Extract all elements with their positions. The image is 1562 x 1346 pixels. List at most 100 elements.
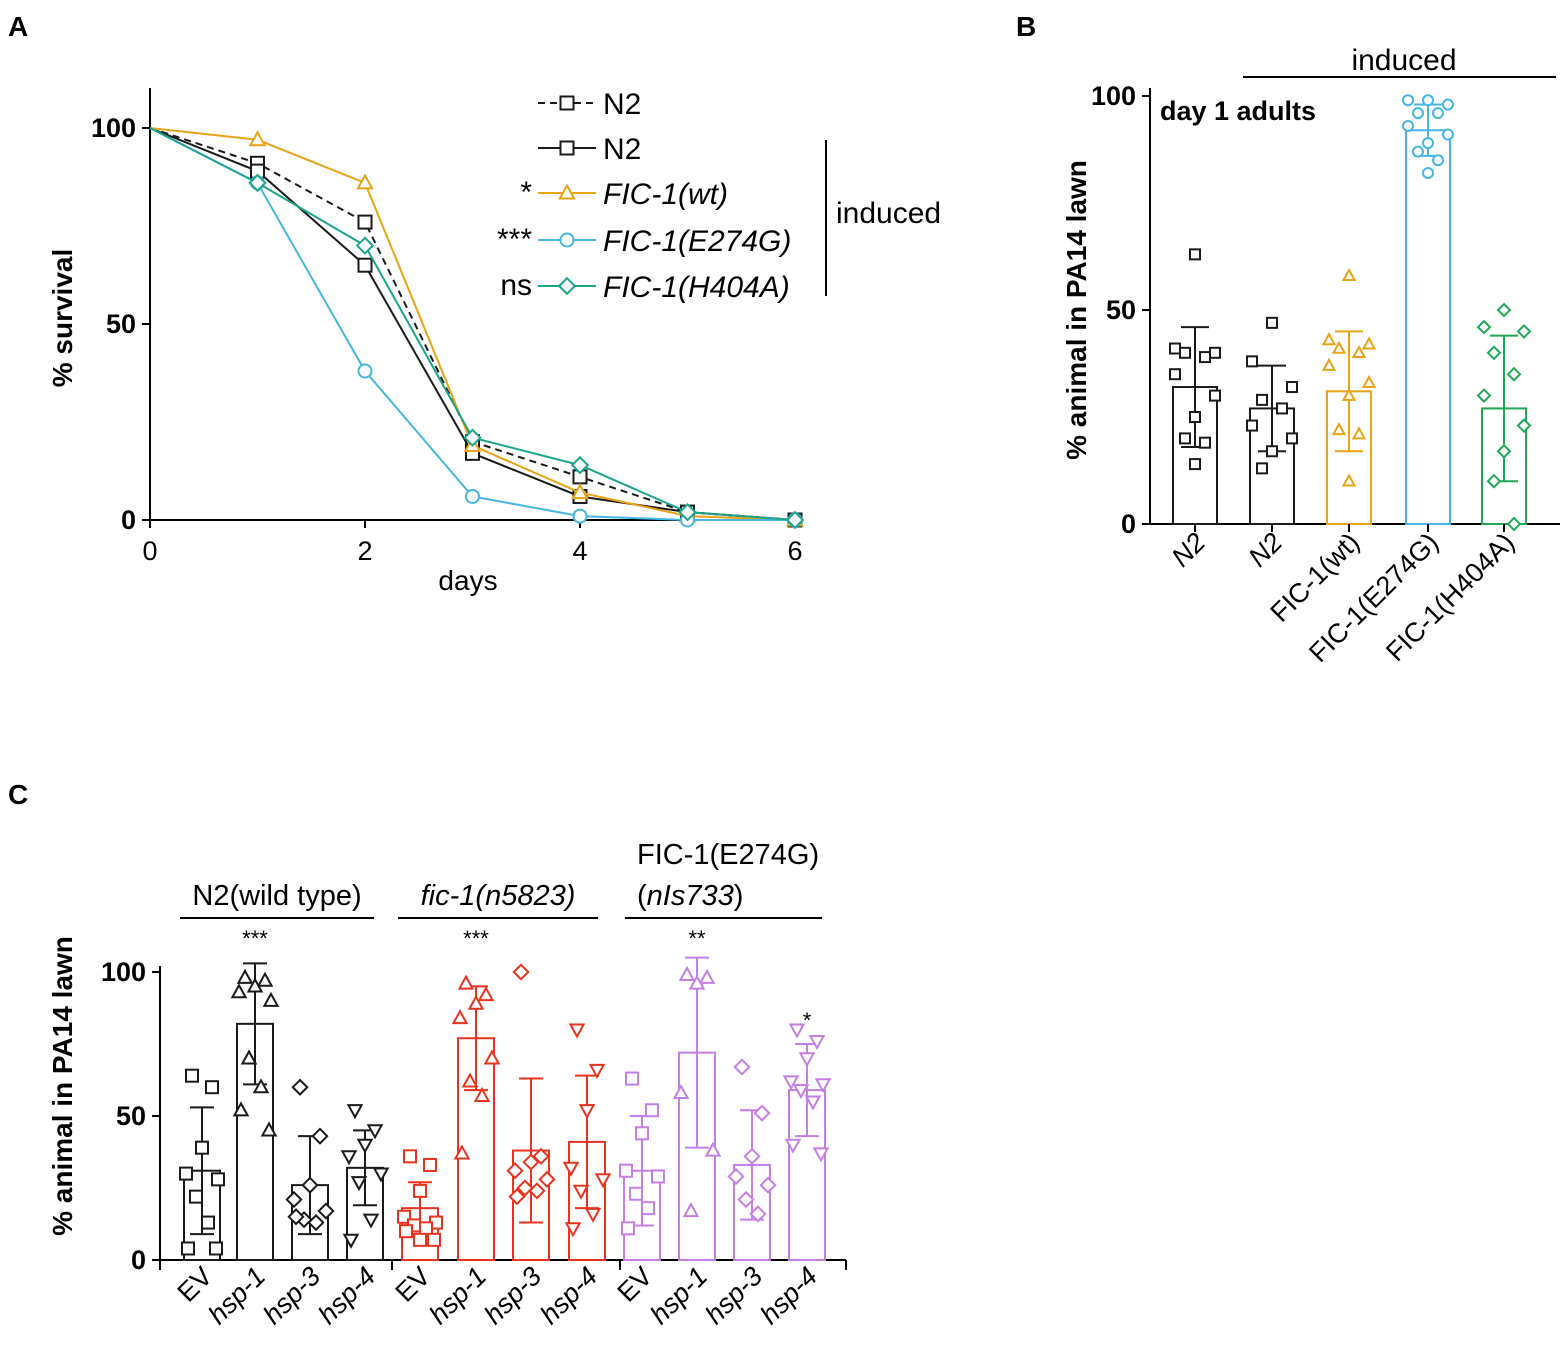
survival-chart: % survival days 0 50 100 0 2 4 6 N2 N2 FIC-1(wt)… — [47, 88, 941, 596]
data-point — [645, 1103, 659, 1118]
legend-label: FIC-1(H404A) — [603, 271, 790, 304]
data-point — [812, 1147, 830, 1163]
bar — [1405, 129, 1451, 526]
data-point — [1476, 319, 1492, 335]
legend-a: N2 N2 FIC-1(wt) * FIC-1(E274G) *** FIC-1(H404A… — [497, 88, 791, 304]
category-label: hsp-3 — [699, 1261, 768, 1330]
data-point — [451, 1009, 469, 1025]
data-point — [798, 1052, 816, 1068]
data-point — [1341, 473, 1357, 487]
data-point — [733, 1058, 751, 1076]
data-point — [753, 1104, 771, 1122]
data-point — [1432, 154, 1444, 167]
data-point — [403, 1149, 417, 1164]
data-point — [578, 1104, 596, 1120]
x-axis-label-a: days — [438, 565, 497, 596]
category-label: hsp-3 — [257, 1261, 326, 1330]
data-point — [1432, 107, 1444, 120]
data-point — [366, 1124, 384, 1140]
bar-chart-b: % animal in PA14 lawn day 1 adults induc… — [1061, 44, 1560, 668]
data-point — [346, 1104, 364, 1120]
data-point — [356, 1138, 374, 1154]
data-point — [743, 1147, 761, 1165]
data-point — [201, 1215, 215, 1230]
data-point — [461, 1072, 479, 1088]
data-point — [1209, 389, 1221, 402]
category-label: N2 — [1243, 527, 1289, 573]
data-point — [350, 1176, 368, 1192]
data-point — [621, 1221, 635, 1236]
a-xtick-label: 2 — [357, 536, 372, 566]
data-point — [356, 173, 374, 190]
data-point — [340, 1150, 358, 1166]
data-point — [473, 1086, 491, 1102]
data-point — [362, 1213, 380, 1229]
a-xtick-label: 6 — [787, 536, 802, 566]
legend-significance: *** — [497, 223, 532, 256]
data-point — [516, 1179, 534, 1197]
induced-label-b: induced — [1351, 44, 1456, 77]
data-point — [179, 1166, 193, 1181]
data-point — [372, 1167, 390, 1183]
data-point — [1256, 393, 1268, 406]
data-point — [1486, 345, 1502, 361]
group-label: N2(wild type) — [192, 880, 361, 912]
data-point — [1189, 248, 1201, 261]
data-point — [246, 977, 264, 993]
data-point — [1402, 94, 1414, 107]
data-point — [672, 1083, 690, 1100]
data-point — [1321, 357, 1337, 371]
data-point — [1266, 316, 1278, 329]
data-point — [704, 1141, 722, 1157]
data-point — [232, 1101, 250, 1117]
y-axis-label-b: % animal in PA14 lawn — [1061, 160, 1092, 460]
data-point — [260, 1121, 278, 1137]
data-point — [248, 130, 267, 147]
data-point — [230, 983, 248, 999]
legend-swatch-marker — [558, 183, 576, 200]
data-point — [307, 1213, 325, 1232]
significance-label: * — [803, 1008, 812, 1033]
data-point — [641, 1201, 655, 1216]
data-point — [1331, 422, 1347, 436]
data-point — [477, 986, 495, 1002]
data-point — [399, 1224, 413, 1239]
ticks-a: 0 50 100 0 2 4 6 — [91, 113, 803, 566]
data-point — [205, 1080, 219, 1095]
a-ytick-label: 100 — [91, 113, 136, 143]
data-point — [1246, 355, 1258, 368]
data-point — [1179, 346, 1191, 359]
data-point — [635, 1126, 649, 1141]
data-point — [1516, 323, 1532, 339]
a-ytick-label: 0 — [121, 505, 136, 535]
panel-label-a: A — [8, 11, 28, 42]
legend-significance: * — [520, 176, 532, 209]
category-label: N2 — [1166, 527, 1212, 573]
data-point — [1321, 332, 1337, 346]
bar-chart-c: % animal in PA14 lawn 0 50 100 N2(wild typ… — [47, 839, 847, 1330]
group-label: (nIs733) — [637, 880, 743, 912]
legend-label: FIC-1(E274G) — [603, 225, 791, 258]
data-point — [252, 1078, 270, 1094]
ticks-b: 0 50 100 — [1091, 81, 1150, 539]
data-point — [413, 1183, 427, 1198]
data-point — [1496, 302, 1512, 318]
legend-swatch-marker — [559, 95, 575, 111]
data-point — [682, 1202, 700, 1218]
c-ytick-label: 100 — [101, 957, 146, 987]
data-point — [522, 1153, 540, 1171]
data-point — [804, 1095, 822, 1111]
b-ytick-label: 50 — [1106, 295, 1136, 325]
category-label: hsp-1 — [644, 1261, 713, 1330]
data-point — [759, 1176, 777, 1194]
category-label: EV — [390, 1261, 437, 1308]
panel-label-b: B — [1016, 11, 1036, 42]
data-point — [570, 455, 590, 475]
group-label-part: N2(wild type) — [192, 880, 361, 912]
data-point — [311, 1127, 329, 1145]
data-point — [788, 1023, 806, 1039]
data-point — [619, 1163, 633, 1178]
data-point — [209, 1241, 223, 1256]
